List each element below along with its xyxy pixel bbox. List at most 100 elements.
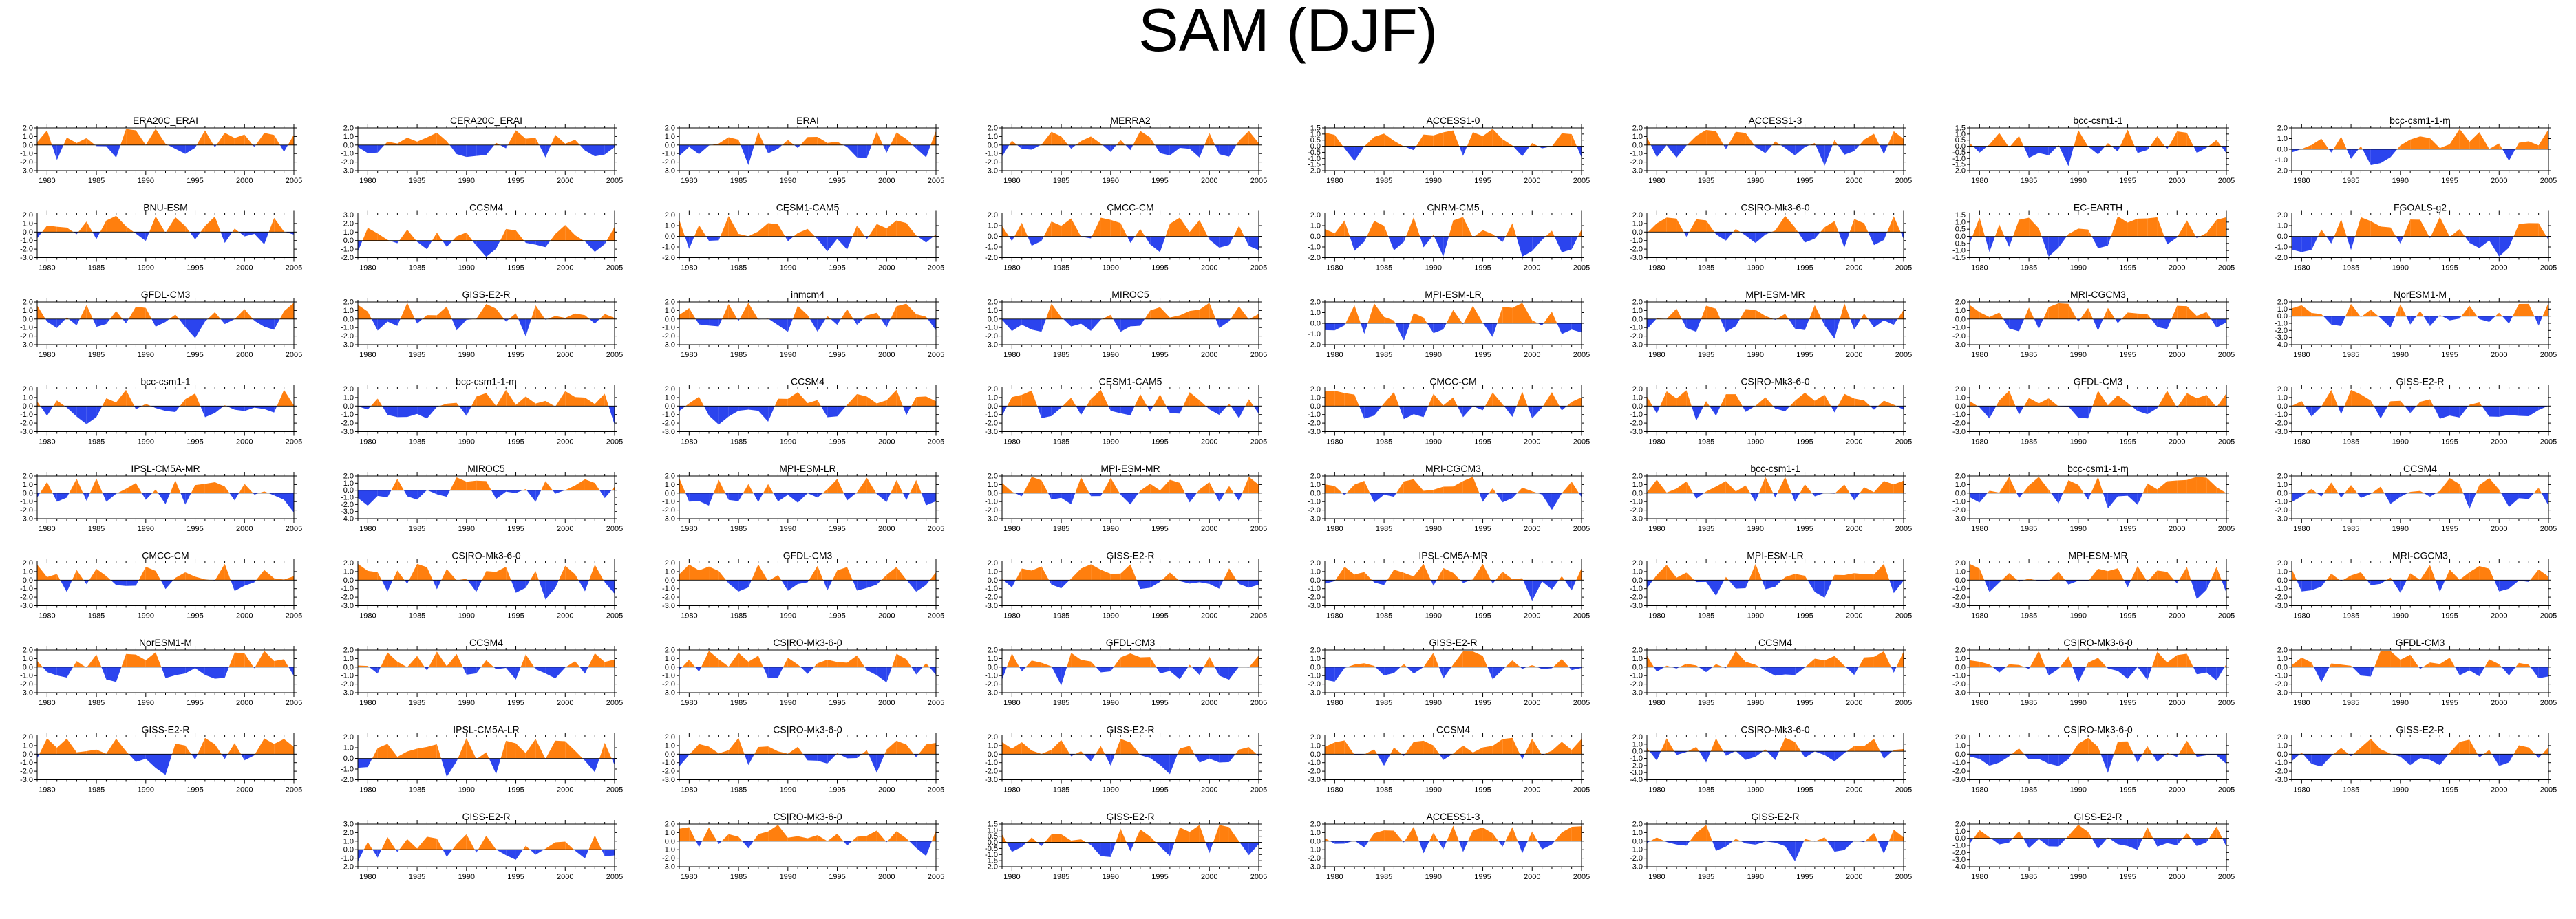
- y-tick-label: 2.0: [1310, 559, 1321, 567]
- area-segment: [1773, 493, 1776, 498]
- area-segment: [185, 745, 191, 755]
- y-tick-label: 1.0: [343, 307, 354, 315]
- area-segment: [500, 228, 507, 241]
- area-segment: [204, 216, 215, 233]
- y-tick-label: -3.0: [1630, 167, 1643, 175]
- y-tick-label: -2.0: [20, 680, 33, 689]
- area-segment: [427, 240, 432, 250]
- area-segment: [886, 493, 891, 502]
- area-segment: [1979, 493, 1988, 503]
- area-segment: [1537, 667, 1542, 669]
- y-tick-label: 0.0: [1632, 489, 1643, 497]
- area-segment: [754, 746, 758, 755]
- area-segment: [1071, 568, 1081, 581]
- area-segment: [204, 667, 215, 679]
- area-segment: [87, 654, 97, 667]
- area-segment: [1893, 580, 1904, 594]
- area-segment: [1116, 140, 1121, 145]
- area-segment: [1543, 392, 1552, 407]
- area-segment: [1021, 842, 1027, 847]
- area-segment: [244, 653, 254, 667]
- area-segment: [1741, 841, 1746, 844]
- area-segment: [417, 746, 427, 759]
- area-segment: [930, 572, 936, 581]
- area-segment: [890, 306, 897, 319]
- area-segment: [1537, 146, 1542, 149]
- x-tick-label: 1985: [2021, 786, 2037, 794]
- x-tick-label: 1980: [1971, 525, 1988, 533]
- area-segment: [447, 490, 450, 497]
- x-tick-label: 2000: [236, 786, 253, 794]
- area-segment: [1873, 832, 1878, 841]
- area-segment: [1204, 133, 1210, 145]
- area-segment: [2494, 580, 2500, 592]
- x-tick-label: 2000: [236, 525, 253, 533]
- area-segment: [2404, 406, 2411, 413]
- area-segment: [1433, 745, 1440, 755]
- area-segment: [2195, 754, 2197, 757]
- area-segment: [2009, 573, 2018, 581]
- area-segment: [709, 493, 714, 506]
- area-segment: [255, 651, 264, 667]
- area-segment: [2370, 580, 2381, 585]
- area-segment: [1767, 751, 1776, 761]
- area-segment: [1120, 223, 1127, 237]
- area-segment: [2142, 827, 2148, 839]
- area-segment: [1183, 392, 1190, 407]
- area-segment: [787, 318, 793, 332]
- panel-title: GISS-E2-R: [1106, 550, 1154, 561]
- area-segment: [2107, 754, 2114, 773]
- x-tick-label: 2005: [2540, 264, 2557, 272]
- area-segment: [604, 490, 612, 499]
- area-segment: [1150, 484, 1160, 493]
- area-segment: [2431, 217, 2440, 237]
- area-segment: [2301, 580, 2312, 592]
- x-tick-label: 1990: [2070, 525, 2087, 533]
- area-segment: [1716, 131, 1724, 145]
- y-tick-label: 2.0: [343, 733, 354, 742]
- area-segment: [1824, 221, 1835, 233]
- area-segment: [545, 580, 555, 600]
- area-segment: [1864, 739, 1874, 752]
- x-tick-label: 1980: [2293, 786, 2310, 794]
- area-segment: [2058, 754, 2069, 766]
- area-segment: [2489, 406, 2500, 417]
- x-tick-label: 2000: [1201, 786, 1217, 794]
- area-segment: [2078, 484, 2084, 493]
- area-segment: [377, 572, 382, 581]
- x-tick-label: 2000: [1524, 786, 1540, 794]
- y-tick-label: -3.0: [662, 776, 675, 784]
- area-segment: [1900, 232, 1904, 239]
- y-tick-label: 2.0: [665, 299, 675, 307]
- x-tick-label: 1985: [730, 873, 747, 881]
- area-segment: [126, 580, 136, 586]
- area-segment: [377, 490, 388, 497]
- area-segment: [1838, 144, 1844, 155]
- area-segment: [1647, 580, 1653, 589]
- y-tick-label: 0.5: [988, 832, 998, 841]
- y-tick-label: -2.0: [985, 506, 998, 515]
- area-segment: [1650, 837, 1657, 841]
- area-segment: [145, 566, 156, 581]
- x-tick-label: 2000: [878, 699, 895, 707]
- y-tick-label: -0.5: [1952, 149, 1966, 157]
- area-segment: [234, 652, 245, 667]
- area-segment: [1051, 834, 1062, 843]
- area-segment: [458, 579, 467, 581]
- area-segment: [1896, 406, 1904, 410]
- area-segment: [794, 233, 798, 237]
- area-segment: [1368, 833, 1374, 841]
- area-segment: [787, 236, 794, 241]
- area-segment: [545, 667, 555, 679]
- area-segment: [2196, 477, 2207, 493]
- area-segment: [134, 232, 136, 234]
- area-segment: [689, 660, 696, 667]
- area-segment: [1248, 842, 1259, 856]
- area-segment: [213, 144, 215, 148]
- x-tick-label: 2005: [606, 177, 623, 185]
- y-tick-label: -3.0: [662, 341, 675, 349]
